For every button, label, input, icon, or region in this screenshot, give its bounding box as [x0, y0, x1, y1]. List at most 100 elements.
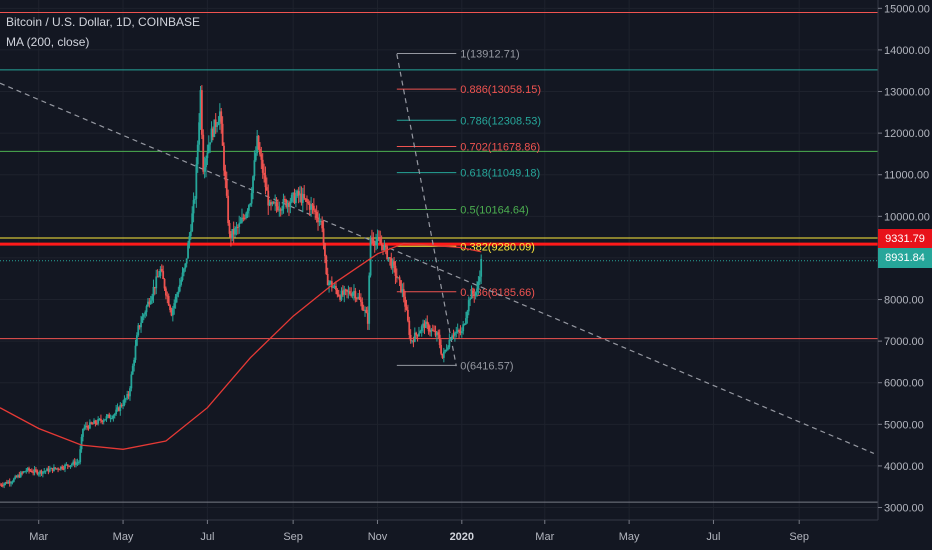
symbol-title[interactable]: Bitcoin / U.S. Dollar, 1D, COINBASE	[6, 15, 201, 29]
candle-body	[411, 340, 413, 342]
candle-body	[169, 305, 171, 311]
candle-body	[395, 276, 398, 278]
candle-body	[301, 194, 304, 203]
candle-body	[30, 470, 33, 473]
candle-body	[267, 190, 270, 206]
fib-level-label: 0.236(8185.66)	[460, 287, 535, 299]
candle-body	[40, 470, 43, 474]
candle-body	[307, 202, 310, 204]
candle-body	[279, 209, 282, 211]
candle-body	[312, 205, 315, 211]
candle-body	[361, 301, 364, 310]
candle-body	[242, 217, 245, 219]
candle-body	[406, 309, 409, 321]
candle-body	[391, 261, 394, 268]
candle-body	[454, 332, 456, 336]
candle-body	[249, 203, 252, 206]
candle-body	[318, 220, 321, 223]
candle-body	[296, 191, 299, 197]
candle-body	[12, 478, 15, 482]
candle-body	[299, 193, 301, 196]
candle-body	[343, 289, 346, 295]
fib-level-label: 0.702(11678.86)	[460, 141, 540, 153]
candle-body	[297, 191, 300, 196]
candle-body	[420, 326, 423, 332]
candle-body	[199, 90, 202, 123]
candle-body	[431, 329, 434, 331]
candle-body	[200, 90, 203, 135]
candle-body	[225, 180, 228, 196]
grid	[0, 0, 878, 520]
candle-body	[329, 281, 332, 283]
y-tick-label: 3000.00	[884, 503, 924, 515]
trendlines[interactable]	[0, 53, 875, 454]
fib-level-label: 0.618(11049.18)	[460, 168, 540, 180]
candle-body	[15, 476, 18, 478]
indicator-label[interactable]: MA (200, close)	[6, 35, 90, 49]
candle-body	[205, 158, 207, 168]
candle-body	[109, 418, 112, 420]
candle-body	[113, 413, 116, 416]
candle-body	[76, 462, 79, 464]
candle-body	[187, 243, 189, 259]
candle-body	[194, 198, 196, 201]
fib-retracement[interactable]: 1(13912.71) 0.886(13058.15) 0.786(12308.53…	[396, 49, 541, 373]
trendline	[0, 82, 875, 454]
candle-body	[321, 220, 324, 229]
candle-body	[260, 154, 263, 160]
candle-body	[465, 318, 467, 325]
trendline	[396, 53, 457, 367]
fib-level-label: 1(13912.71)	[460, 49, 519, 61]
candle-body	[272, 202, 275, 204]
candle-body	[480, 258, 483, 277]
candle-body	[218, 111, 221, 122]
candle-body	[389, 257, 391, 259]
candle-body	[158, 275, 160, 277]
candle-body	[62, 468, 65, 470]
candle-body	[243, 217, 246, 219]
y-tick-label: 5000.00	[884, 419, 924, 431]
candle-body	[346, 289, 348, 292]
candle-body	[455, 332, 458, 334]
y-tick-label: 15000.00	[884, 3, 930, 15]
candle-body	[192, 200, 195, 214]
candle-body	[387, 257, 390, 259]
candle-body	[66, 464, 69, 466]
candle-body	[364, 309, 366, 311]
candle-body	[112, 415, 115, 419]
candle-body	[118, 407, 120, 411]
candle-body	[25, 470, 28, 472]
x-tick-label: Sep	[789, 531, 809, 543]
x-tick-label: Mar	[29, 531, 48, 543]
candle-body	[358, 296, 361, 300]
candle-body	[264, 175, 267, 188]
candle-body	[342, 290, 344, 295]
candle-body	[68, 465, 71, 467]
candle-body	[412, 340, 415, 342]
candle-body	[350, 293, 353, 296]
candle-body	[159, 269, 162, 276]
y-tick-label: 7000.00	[884, 336, 924, 348]
candle-body	[227, 195, 230, 224]
candle-body	[402, 289, 405, 297]
candle-body	[477, 281, 480, 289]
candle-body	[180, 280, 183, 285]
x-tick-label: May	[113, 531, 134, 543]
candle-body	[314, 210, 317, 212]
candle-body	[216, 124, 218, 127]
candle-body	[246, 210, 249, 214]
candle-body	[82, 428, 84, 437]
candle-body	[452, 335, 455, 337]
candle-body	[46, 468, 48, 471]
candle-body	[401, 289, 404, 292]
candle-body	[134, 345, 137, 360]
candle-body	[198, 122, 201, 145]
candle-body	[380, 243, 383, 245]
candle-body	[253, 160, 256, 177]
candle-body	[177, 291, 180, 295]
candle-body	[433, 330, 436, 332]
candle-body	[261, 159, 264, 173]
candle-body	[408, 320, 411, 335]
candle-body	[23, 471, 26, 473]
